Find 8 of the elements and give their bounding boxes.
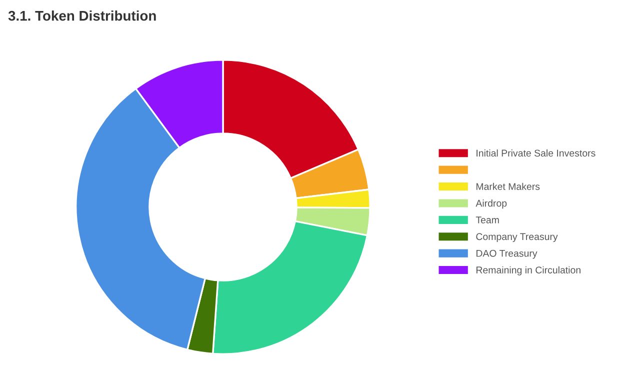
legend-label: Remaining in Circulation xyxy=(476,266,580,276)
legend-label: Market Makers xyxy=(476,182,540,190)
legend-label: Company Treasury xyxy=(476,233,558,242)
legend-label: Team xyxy=(476,216,499,224)
legend-label: DAO Treasury xyxy=(476,250,538,259)
legend-label: Initial Private Sale Investors xyxy=(476,149,596,157)
chart-title: 3.1. Token Distribution xyxy=(8,10,156,21)
legend-label: Airdrop xyxy=(476,200,507,209)
